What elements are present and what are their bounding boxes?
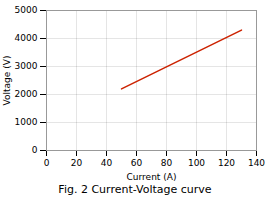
svg-text:2000: 2000 (15, 89, 38, 99)
svg-text:120: 120 (218, 158, 235, 168)
svg-text:Voltage (V): Voltage (V) (2, 56, 12, 106)
html-text:Fig. 2 Current-Voltage curve: Fig. 2 Current-Voltage curve (58, 183, 212, 196)
svg-text:0: 0 (44, 158, 50, 168)
svg-text:40: 40 (101, 158, 113, 168)
svg-text:1000: 1000 (15, 117, 38, 127)
svg-text:20: 20 (71, 158, 83, 168)
svg-text:4000: 4000 (15, 33, 38, 43)
svg-text:80: 80 (161, 158, 173, 168)
svg-text:100: 100 (188, 158, 205, 168)
svg-text:60: 60 (131, 158, 143, 168)
svg-text:Current (A): Current (A) (127, 172, 177, 182)
svg-text:5000: 5000 (15, 5, 38, 15)
svg-text:3000: 3000 (15, 61, 38, 71)
svg-text:0: 0 (32, 145, 38, 155)
svg-text:140: 140 (248, 158, 265, 168)
